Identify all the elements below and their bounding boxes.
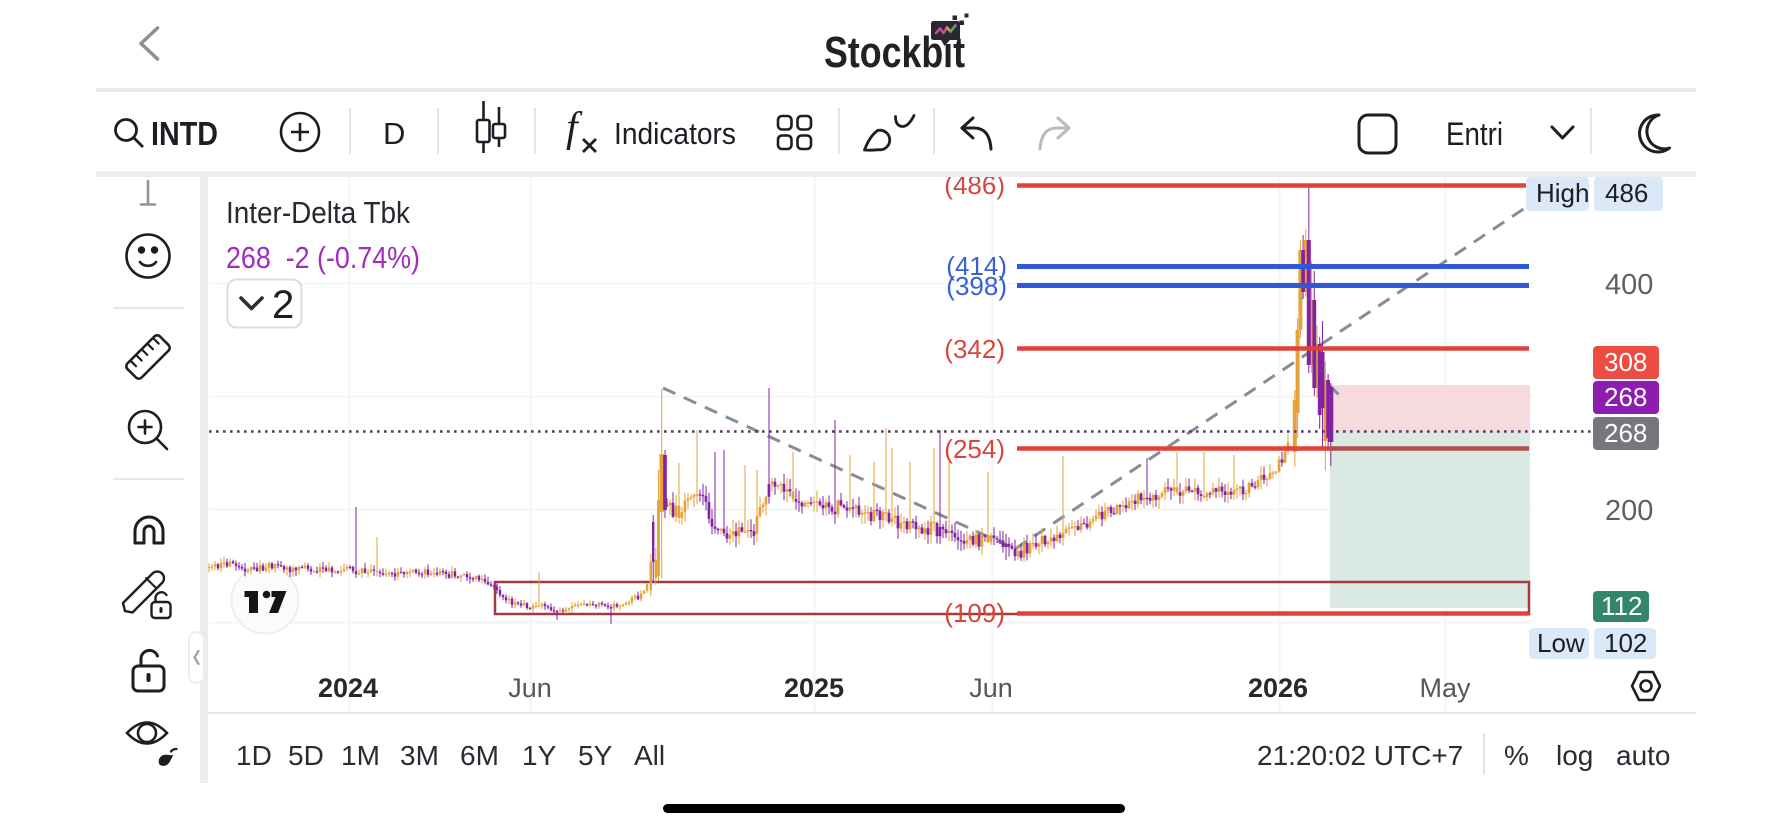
svg-text:308: 308 — [1604, 347, 1647, 377]
svg-text:INTD: INTD — [151, 115, 218, 152]
svg-text:2: 2 — [272, 283, 294, 327]
svg-text:(342): (342) — [944, 334, 1005, 364]
svg-text:f: f — [566, 105, 583, 151]
svg-text:High: High — [1536, 178, 1589, 208]
svg-text:2025: 2025 — [784, 673, 844, 703]
svg-text:(486): (486) — [944, 177, 1005, 200]
svg-text:2026: 2026 — [1248, 673, 1308, 703]
svg-text:268 -2 (-0.74%): 268 -2 (-0.74%) — [226, 240, 420, 275]
svg-text:Jun: Jun — [969, 673, 1013, 703]
svg-text:268: 268 — [1604, 418, 1647, 448]
svg-text:(398): (398) — [946, 271, 1007, 301]
svg-text:(254): (254) — [944, 434, 1005, 464]
svg-text:Low: Low — [1537, 628, 1585, 658]
svg-text:Indicators: Indicators — [614, 116, 736, 151]
svg-text:112: 112 — [1601, 591, 1642, 621]
svg-text:Entri: Entri — [1446, 116, 1503, 152]
svg-text:268: 268 — [1604, 382, 1647, 412]
svg-text:D: D — [383, 116, 405, 151]
svg-text:486: 486 — [1605, 178, 1648, 208]
svg-text:(109): (109) — [944, 598, 1005, 628]
svg-text:May: May — [1419, 673, 1471, 703]
svg-text:(414): (414) — [946, 251, 1007, 281]
svg-text:200: 200 — [1605, 495, 1653, 527]
svg-text:Inter-Delta Tbk: Inter-Delta Tbk — [226, 195, 410, 230]
svg-text:Jun: Jun — [508, 673, 552, 703]
svg-text:102: 102 — [1604, 628, 1647, 658]
svg-text:400: 400 — [1605, 269, 1653, 301]
svg-text:2024: 2024 — [318, 673, 378, 703]
